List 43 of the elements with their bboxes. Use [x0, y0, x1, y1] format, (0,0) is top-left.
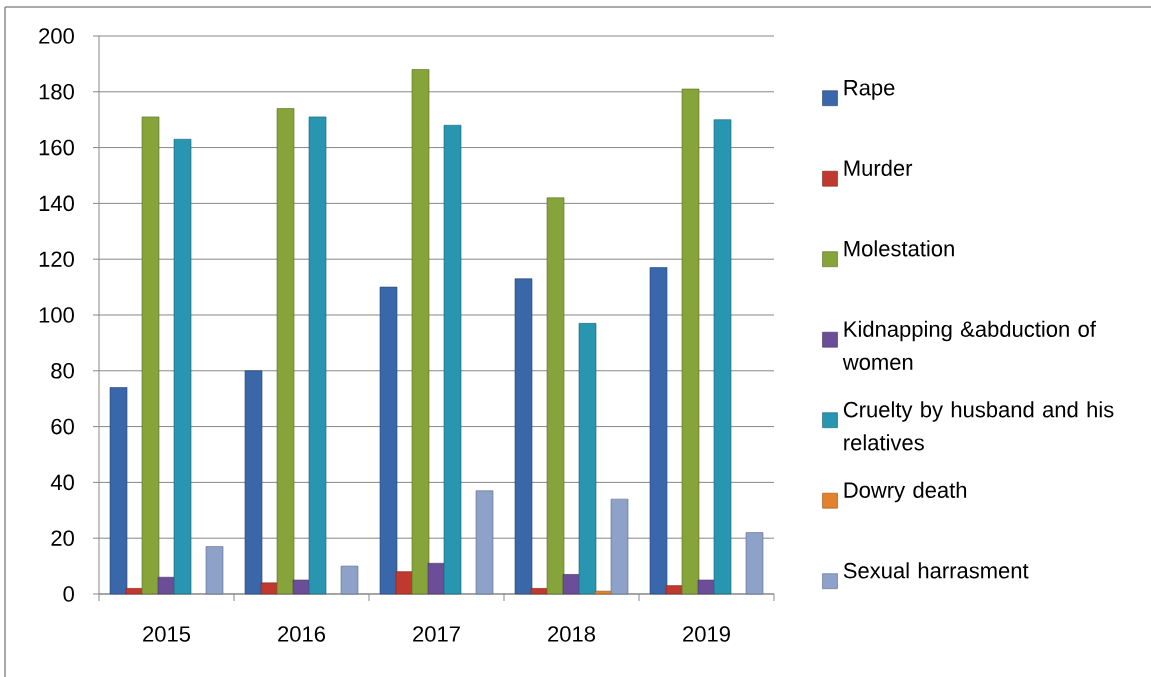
- bar: [713, 119, 732, 595]
- bar: [443, 124, 462, 595]
- y-tick-label: 60: [51, 418, 74, 435]
- bar: [308, 116, 327, 595]
- bar: [649, 267, 668, 595]
- bar: [514, 278, 533, 595]
- y-tick-label: 80: [51, 362, 74, 379]
- bar: [610, 498, 629, 595]
- bar: [411, 69, 430, 595]
- bar: [141, 116, 160, 595]
- y-tick-label: 200: [39, 28, 74, 44]
- x-tick-label: 2018: [548, 626, 595, 642]
- legend-label: Cruelty by husband and his relatives: [843, 401, 1114, 451]
- legend-label: Molestation: [844, 240, 954, 257]
- bar: [276, 108, 295, 595]
- y-tick-label: 140: [39, 195, 74, 212]
- y-tick-label: 180: [39, 83, 74, 100]
- y-tick-label: 100: [39, 307, 74, 323]
- bar: [745, 532, 764, 595]
- bar: [578, 323, 597, 595]
- y-tick-label: 20: [51, 530, 74, 546]
- y-tick-label: 160: [39, 139, 74, 156]
- x-tick-label: 2015: [143, 626, 191, 642]
- y-tick-label: 40: [50, 474, 74, 491]
- bar: [681, 88, 700, 595]
- x-tick-label: 2019: [683, 626, 730, 642]
- legend-label: Kidnapping &abduction of women: [842, 320, 1096, 370]
- x-tick-label: 2016: [278, 626, 326, 642]
- legend-label: Murder: [844, 159, 913, 176]
- bar: [379, 286, 398, 595]
- bar: [244, 370, 263, 595]
- bar: [109, 387, 128, 595]
- bar: [205, 546, 224, 595]
- y-tick-label: 0: [63, 586, 74, 602]
- legend-label: Dowry death: [844, 481, 967, 503]
- x-tick-label: 2017: [413, 626, 460, 642]
- y-tick-label: 120: [39, 251, 74, 267]
- bar: [340, 565, 359, 595]
- bar: [475, 490, 494, 595]
- bar: [546, 197, 565, 595]
- legend-label: Sexual harrasment: [843, 562, 1029, 579]
- legend-label: Rape: [844, 80, 895, 100]
- bar: [173, 138, 192, 595]
